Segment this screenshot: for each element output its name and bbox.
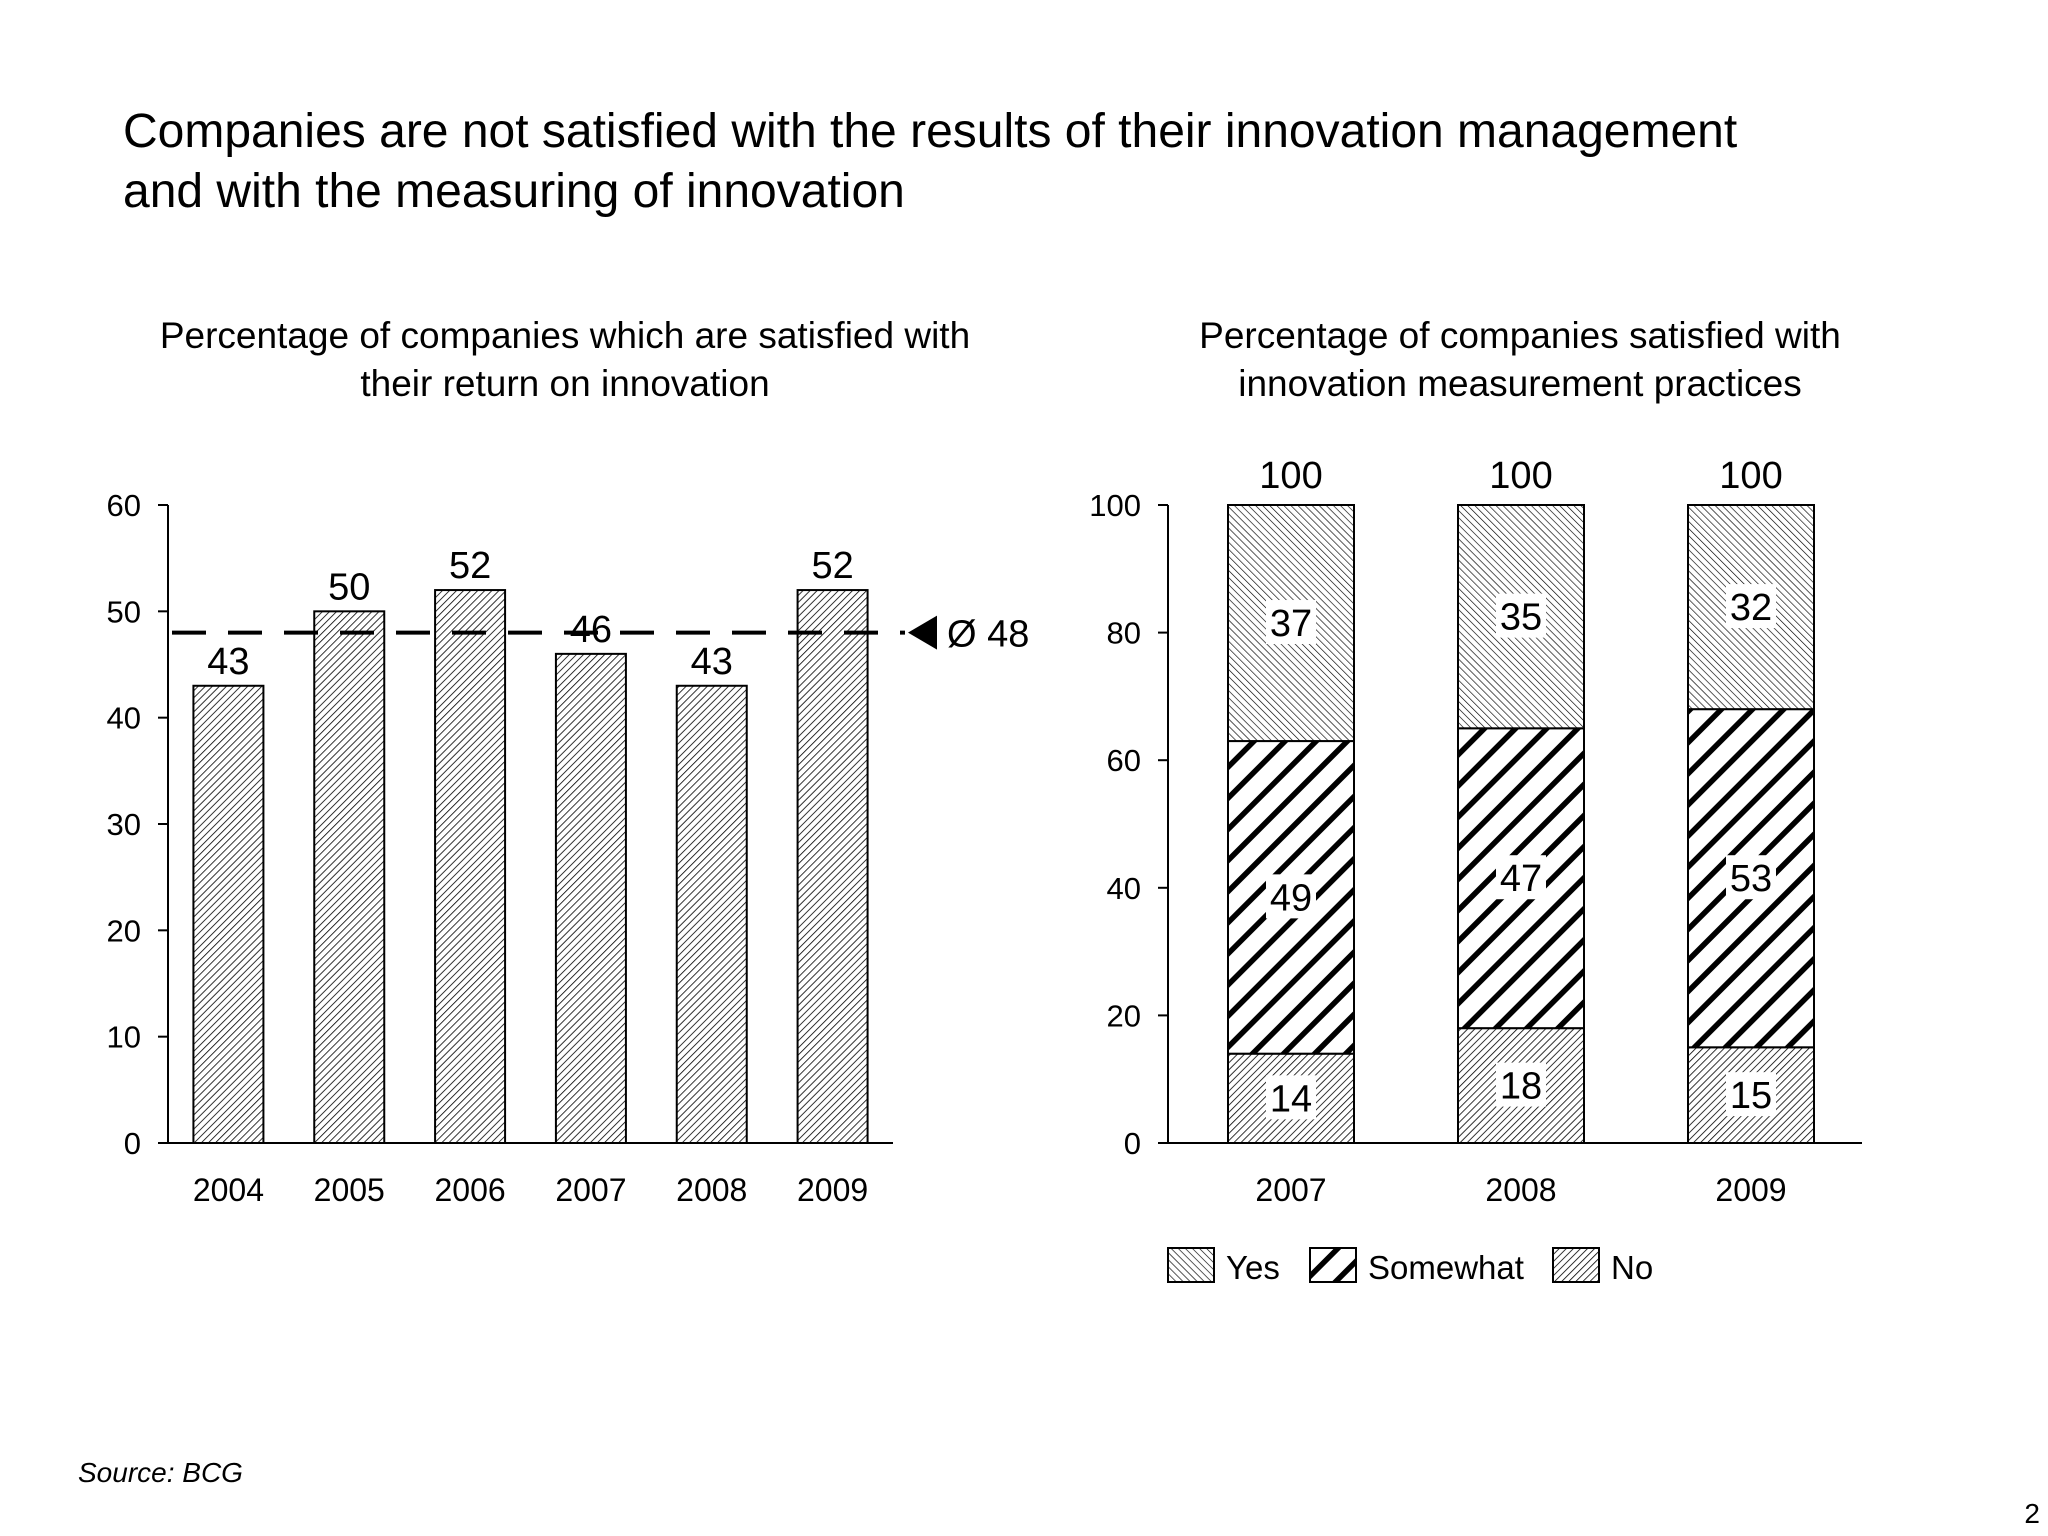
average-marker-icon [908,615,937,650]
legend-swatch-no [1552,1247,1600,1283]
right-y-tick-label-60: 60 [1107,743,1141,778]
x-tick-label-2004: 2004 [193,1172,264,1208]
y-tick-label-50: 50 [107,594,141,629]
bar-2005 [313,610,386,1144]
left-chart-title-line-2: their return on innovation [360,363,770,404]
x-tick-label-2009: 2009 [1715,1172,1786,1208]
segment-label-somewhat-2007: 49 [1270,877,1312,919]
segment-label-bg-no-2009 [1726,1072,1776,1117]
bar-value-label-2006: 52 [449,545,491,587]
segment-label-bg-somewhat-2009 [1726,855,1776,900]
source-note: Source: BCG [78,1457,243,1488]
legend-label-no: No [1611,1249,1653,1286]
segment-label-bg-yes-2009 [1726,584,1776,629]
right-y-tick-label-20: 20 [1107,998,1141,1033]
slide-title-line-1: Companies are not satisfied with the res… [123,105,1738,158]
x-tick-label-2007: 2007 [1255,1172,1326,1208]
segment-label-yes-2008: 35 [1500,597,1542,639]
right-chart-title-line-2: innovation measurement practices [1238,363,1802,404]
right-y-tick-label-0: 0 [1124,1126,1141,1161]
slide-title: Companies are not satisfied with the res… [123,102,1923,222]
bar-2004 [192,684,265,1144]
segment-label-yes-2007: 37 [1270,603,1312,645]
bar-value-label-2005: 50 [328,566,370,608]
right-y-tick-label-100: 100 [1089,488,1141,523]
bar-value-label-2004: 43 [207,641,249,683]
x-tick-label-2008: 2008 [1485,1172,1556,1208]
segment-label-bg-yes-2007 [1266,600,1316,645]
bar-value-label-2008: 43 [691,641,733,683]
right-chart-title: Percentage of companies satisfied with i… [1080,312,1960,408]
segment-label-somewhat-2009: 53 [1730,858,1772,900]
bar-2008 [675,684,748,1144]
segment-label-bg-no-2007 [1266,1075,1316,1120]
y-tick-label-0: 0 [124,1126,141,1161]
right-y-tick-label-40: 40 [1107,871,1141,906]
slide-title-line-2: and with the measuring of innovation [123,165,905,218]
y-tick-label-40: 40 [107,701,141,736]
y-tick-label-60: 60 [107,488,141,523]
x-tick-label-2009: 2009 [797,1172,868,1208]
total-label-2009: 100 [1719,455,1782,497]
segment-label-bg-yes-2008 [1496,593,1546,638]
legend-swatch-yes [1167,1247,1215,1283]
x-tick-label-2005: 2005 [314,1172,385,1208]
x-tick-label-2007: 2007 [555,1172,626,1208]
right-stacked-bar-chart: 14 49 37 100 2007 18 47 35 100 2008 15 53 32 100 2009 0… [1089,455,1862,1286]
legend-label-somewhat: Somewhat [1368,1249,1524,1286]
segment-label-somewhat-2008: 47 [1500,858,1542,900]
segment-label-no-2009: 15 [1730,1075,1772,1117]
y-tick-label-20: 20 [107,913,141,948]
segment-label-bg-somewhat-2008 [1496,855,1546,900]
right-chart-title-line-1: Percentage of companies satisfied with [1199,315,1841,356]
segment-label-no-2007: 14 [1270,1078,1312,1120]
legend-label-yes: Yes [1226,1249,1280,1286]
right-y-tick-label-80: 80 [1107,616,1141,651]
y-tick-label-10: 10 [107,1020,141,1055]
page-number: 2 [2024,1498,2040,1529]
bar-2006 [434,589,507,1144]
total-label-2008: 100 [1489,455,1552,497]
legend-swatch-somewhat [1309,1247,1357,1283]
bar-2009 [796,589,869,1144]
left-chart-title-line-1: Percentage of companies which are satisf… [159,315,971,356]
segment-label-bg-somewhat-2007 [1266,874,1316,919]
x-tick-label-2006: 2006 [434,1172,505,1208]
left-bar-chart: 43 2004 50 2005 52 2006 46 2007 43 2008 52 2009 0 10 2… [107,488,1030,1208]
bar-value-label-2007: 46 [570,609,612,651]
average-label: Ø 48 [947,614,1029,656]
x-tick-label-2008: 2008 [676,1172,747,1208]
bar-value-label-2009: 52 [811,545,853,587]
segment-label-yes-2009: 32 [1730,587,1772,629]
left-chart-title: Percentage of companies which are satisf… [110,312,1020,408]
segment-label-bg-no-2008 [1496,1062,1546,1107]
total-label-2007: 100 [1259,455,1322,497]
segment-yes-2008 [1457,504,1585,730]
y-tick-label-30: 30 [107,807,141,842]
bar-2007 [554,652,627,1144]
segment-label-no-2008: 18 [1500,1066,1542,1108]
